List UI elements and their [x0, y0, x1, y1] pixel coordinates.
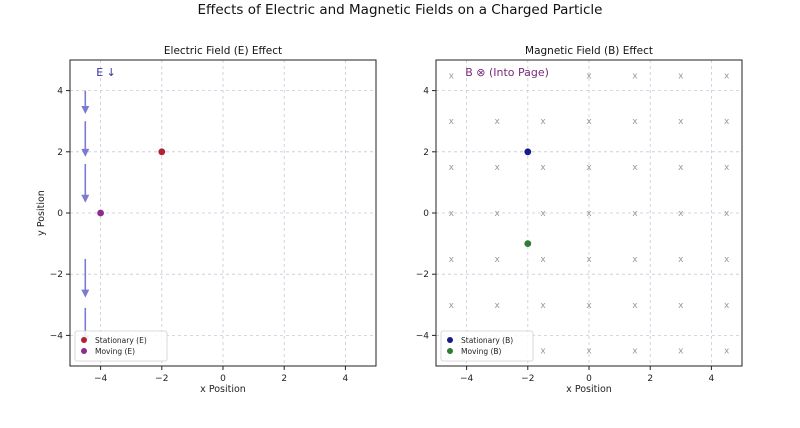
- y-tick-label: −2: [416, 270, 429, 280]
- field-marker-x: x: [449, 209, 455, 219]
- x-tick-label: 4: [343, 374, 349, 384]
- x-tick-label: 4: [709, 374, 715, 384]
- legend-label: Moving (E): [95, 347, 135, 356]
- x-tick-label: −4: [94, 374, 108, 384]
- y-tick-label: −2: [50, 270, 63, 280]
- field-marker-x: x: [586, 347, 592, 357]
- x-tick-label: −2: [521, 374, 534, 384]
- x-tick-label: 0: [586, 374, 592, 384]
- field-marker-x: x: [540, 117, 546, 127]
- field-marker-x: x: [540, 255, 546, 265]
- field-marker-x: x: [495, 209, 501, 219]
- y-tick-label: −4: [416, 331, 430, 341]
- field-marker-x: x: [540, 209, 546, 219]
- data-point: [524, 148, 532, 156]
- y-tick-label: 4: [57, 87, 63, 97]
- field-marker-x: x: [724, 301, 730, 311]
- field-marker-x: x: [632, 163, 638, 173]
- field-marker-x: x: [540, 301, 546, 311]
- chart-panel-1: E ↓ −4 −2 0 2 4 −4 −2 0 2 4 Electric Field (E) Effe…: [36, 45, 377, 395]
- x-tick-label: −2: [155, 374, 168, 384]
- field-marker-x: x: [678, 301, 684, 311]
- field-marker-x: x: [724, 163, 730, 173]
- field-marker-x: x: [678, 117, 684, 127]
- y-axis-label: y Position: [36, 190, 47, 236]
- y-tick-label: 0: [423, 209, 429, 219]
- field-marker-x: x: [724, 255, 730, 265]
- field-marker-x: x: [678, 347, 684, 357]
- legend-label: Moving (B): [461, 347, 502, 356]
- chart-title: Magnetic Field (B) Effect: [525, 45, 653, 57]
- legend-label: Stationary (B): [461, 336, 513, 345]
- field-marker-x: x: [586, 255, 592, 265]
- field-label: B ⊗ (Into Page): [465, 66, 549, 79]
- data-point: [158, 148, 166, 156]
- field-marker-x: x: [495, 117, 501, 127]
- field-marker-x: x: [724, 347, 730, 357]
- field-arrow-head: [81, 106, 90, 115]
- data-point: [97, 209, 104, 217]
- field-marker-x: x: [449, 117, 455, 127]
- x-tick-label: 2: [647, 374, 653, 384]
- field-marker-x: x: [724, 117, 730, 127]
- legend-box: [440, 330, 534, 362]
- x-axis-label: x Position: [200, 384, 246, 395]
- field-marker-x: x: [540, 163, 546, 173]
- y-tick-label: 2: [423, 148, 429, 158]
- field-marker-x: x: [586, 163, 592, 173]
- legend-label: Stationary (E): [95, 336, 147, 345]
- field-marker-x: x: [678, 163, 684, 173]
- field-arrow-head: [81, 148, 90, 157]
- field-marker-x: x: [449, 255, 455, 265]
- field-marker-x: x: [586, 301, 592, 311]
- field-marker-x: x: [449, 71, 455, 81]
- x-tick-label: 0: [220, 374, 226, 384]
- field-label: E ↓: [96, 66, 116, 79]
- legend-marker: [447, 337, 453, 343]
- field-marker-x: x: [724, 71, 730, 81]
- field-marker-x: x: [495, 301, 501, 311]
- y-tick-label: 0: [57, 209, 63, 219]
- y-tick-label: 4: [423, 87, 429, 97]
- field-arrow-head: [81, 289, 90, 298]
- legend-box: [74, 330, 168, 362]
- x-axis-label: x Position: [566, 384, 612, 395]
- y-tick-label: −4: [50, 331, 64, 341]
- field-marker-x: x: [724, 209, 730, 219]
- field-marker-x: x: [632, 117, 638, 127]
- legend-marker: [447, 348, 453, 354]
- data-point: [524, 240, 532, 248]
- legend-marker: [81, 348, 87, 354]
- chart-panel-2: x x x x x x x x x x x x x x x x x x x x x x x x x x x x x x x x x x x x x x x x…: [416, 45, 743, 395]
- x-tick-label: 2: [281, 374, 287, 384]
- chart-title: Electric Field (E) Effect: [164, 45, 282, 57]
- field-marker-x: x: [678, 71, 684, 81]
- field-marker-x: x: [586, 209, 592, 219]
- field-marker-x: x: [678, 209, 684, 219]
- field-marker-x: x: [632, 71, 638, 81]
- field-marker-x: x: [495, 163, 501, 173]
- field-marker-x: x: [632, 255, 638, 265]
- field-marker-x: x: [678, 255, 684, 265]
- field-marker-x: x: [586, 71, 592, 81]
- legend-marker: [81, 337, 87, 343]
- field-marker-x: x: [632, 209, 638, 219]
- field-marker-x: x: [495, 255, 501, 265]
- field-marker-x: x: [540, 347, 546, 357]
- y-tick-label: 2: [57, 148, 63, 158]
- x-tick-label: −4: [460, 374, 474, 384]
- field-marker-x: x: [449, 163, 455, 173]
- field-marker-x: x: [586, 117, 592, 127]
- field-marker-x: x: [632, 301, 638, 311]
- field-arrow-head: [81, 194, 90, 203]
- figure-title: Effects of Electric and Magnetic Fields …: [197, 2, 603, 18]
- field-marker-x: x: [632, 347, 638, 357]
- field-marker-x: x: [449, 301, 455, 311]
